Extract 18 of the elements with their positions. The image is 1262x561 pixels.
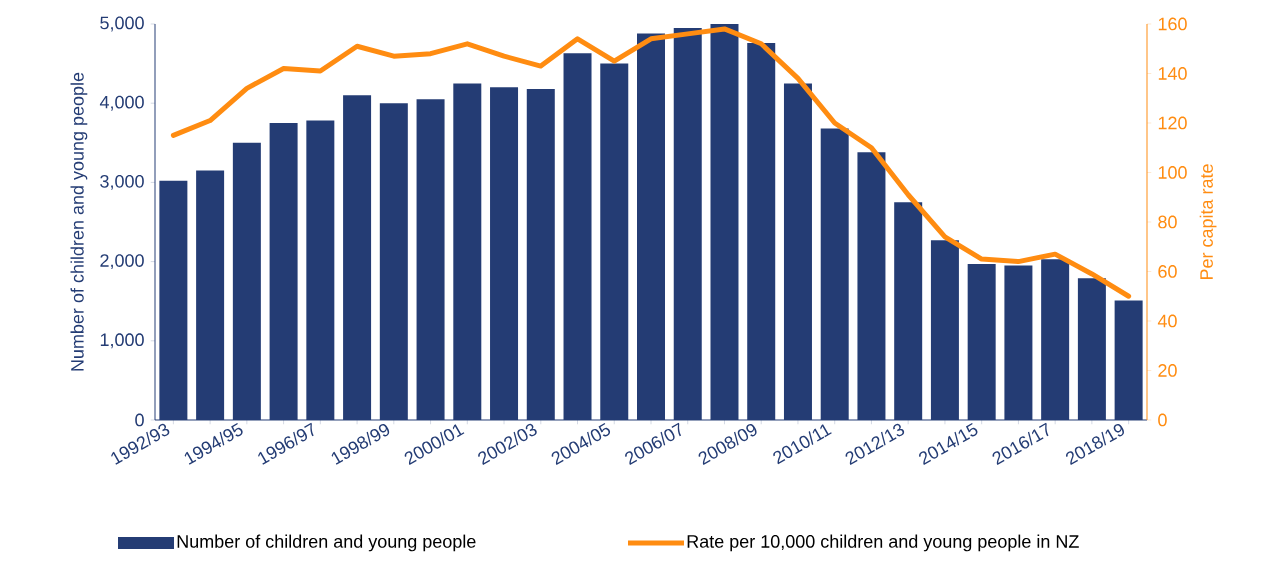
y2-tick-label: 60 — [1158, 265, 1177, 278]
y2-tick-label: 140 — [1158, 67, 1187, 80]
y2-tick-label: 160 — [1158, 17, 1187, 31]
legend-label: Number of children and young people — [177, 534, 476, 552]
y2-tick-label: 40 — [1157, 314, 1177, 328]
y-tick-label: 5,000 — [100, 16, 144, 32]
y2-tick-label: 100 — [1158, 166, 1187, 179]
y2-tick-label: 80 — [1158, 215, 1177, 229]
y2-axis-title: Per capita rate — [1199, 164, 1217, 280]
y2-tick-label: 120 — [1158, 116, 1187, 130]
y-tick-label: 2,000 — [100, 254, 144, 270]
y-tick-label: 1,000 — [100, 333, 144, 349]
legend-label: Rate per 10,000 children and young people in NZ — [687, 534, 1079, 552]
y-tick-label: 4,000 — [99, 95, 144, 111]
y2-tick-label: 0 — [1158, 413, 1167, 427]
y-axis-title: Number of children and young people — [70, 72, 88, 371]
y2-tick-label: 20 — [1158, 364, 1177, 377]
y-tick-label: 3,000 — [100, 174, 144, 190]
